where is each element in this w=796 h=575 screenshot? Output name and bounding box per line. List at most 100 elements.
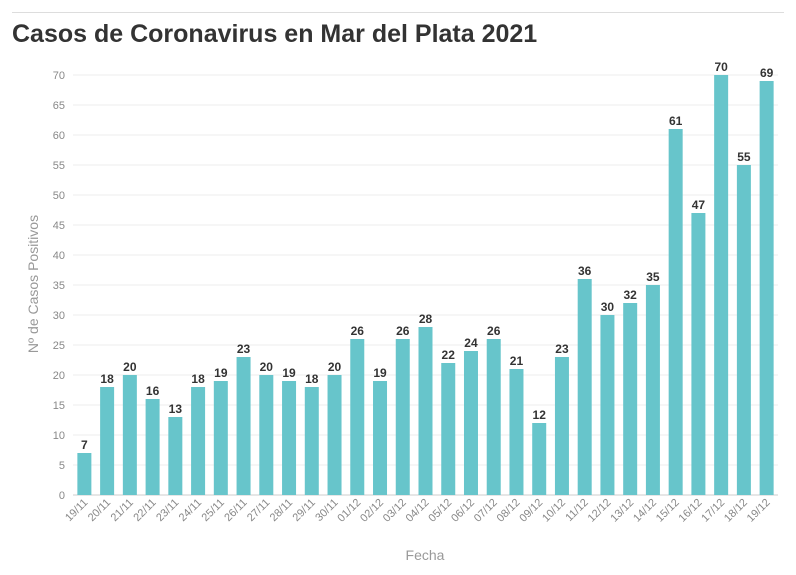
value-label: 19 [214,366,228,380]
bar [304,387,319,495]
value-label: 20 [123,360,137,374]
x-tick-label: 19/12 [745,497,773,525]
bar [327,375,342,495]
bar [259,375,274,495]
x-axis-title: Fecha [406,547,445,563]
bar [213,381,228,495]
bar [441,363,456,495]
value-label: 12 [533,408,547,422]
value-label: 18 [305,372,319,386]
x-tick-label: 05/12 [426,497,454,525]
value-label: 36 [578,264,592,278]
x-tick-label: 07/12 [472,497,500,525]
value-label: 23 [555,342,569,356]
bar [100,387,115,495]
value-label: 61 [669,114,683,128]
bar [509,369,524,495]
bar [532,423,547,495]
gridlines [73,74,778,496]
x-tick-label: 25/11 [200,497,227,524]
x-tick-label: 06/12 [449,497,477,525]
bar [350,339,365,495]
value-label: 69 [760,66,774,80]
value-label: 16 [146,384,160,398]
chart-title: Casos de Coronavirus en Mar del Plata 20… [12,20,538,48]
y-tick-label: 0 [59,490,65,502]
value-label: 20 [260,360,274,374]
y-tick-label: 20 [53,370,65,382]
bar [282,381,297,495]
value-label: 30 [601,300,615,314]
bar [168,417,183,495]
bar [645,285,660,495]
value-label: 26 [396,324,410,338]
bar [373,381,388,495]
bar [486,339,501,495]
x-tick-label: 21/11 [109,497,136,524]
x-tick-label: 09/12 [517,497,545,525]
value-label: 7 [81,438,88,452]
bar [122,375,137,495]
x-tick-label: 10/12 [540,497,568,525]
bar [145,399,160,495]
y-tick-label: 65 [53,100,65,112]
x-tick-label: 16/12 [677,497,705,525]
x-tick-label: 29/11 [291,497,318,524]
value-label: 28 [419,312,433,326]
x-tick-label: 24/11 [177,497,204,524]
bar [463,351,478,495]
value-label: 23 [237,342,251,356]
y-tick-label: 40 [53,250,65,262]
y-tick-label: 35 [53,280,65,292]
bar [577,279,592,495]
x-tick-label: 13/12 [608,497,636,525]
x-tick-label: 23/11 [154,497,181,524]
value-label: 32 [623,288,637,302]
y-tick-label: 30 [53,310,65,322]
value-label: 55 [737,150,751,164]
y-tick-label: 25 [53,340,65,352]
x-tick-label: 12/12 [586,497,614,525]
y-tick-label: 55 [53,160,65,172]
bar [418,327,433,495]
value-label: 47 [692,198,706,212]
y-axis-ticks: 0 5 10 15 20 25 30 35 40 45 50 55 60 65 70 [53,70,65,502]
x-tick-label: 04/12 [404,497,432,525]
x-tick-label: 30/11 [313,497,340,524]
x-axis-ticks: 19/1120/1121/1122/1123/1124/1125/1126/11… [63,497,773,525]
y-tick-label: 15 [53,400,65,412]
x-tick-label: 17/12 [699,497,727,525]
x-tick-label: 28/11 [268,497,295,524]
x-tick-label: 26/11 [222,497,249,524]
value-label: 19 [282,366,296,380]
value-label: 35 [646,270,660,284]
bar [759,81,774,495]
bar [714,75,729,495]
y-tick-label: 10 [53,430,65,442]
value-labels: 7 18 20 16 13 18 19 23 20 19 18 20 26 19 26 28 22 24 26 21 1… [81,60,774,452]
value-label: 13 [169,402,183,416]
bar [691,213,706,495]
bar [600,315,615,495]
value-label: 19 [373,366,387,380]
top-divider [12,12,784,13]
x-tick-label: 02/12 [358,497,386,525]
value-label: 70 [714,60,728,74]
bar [668,129,683,495]
bar [736,165,751,495]
x-tick-label: 20/11 [86,497,113,524]
value-label: 22 [442,348,456,362]
value-label: 18 [100,372,114,386]
x-tick-label: 19/11 [63,497,90,524]
x-tick-label: 15/12 [654,497,682,525]
x-tick-label: 03/12 [381,497,409,525]
x-tick-label: 27/11 [245,497,272,524]
value-label: 26 [487,324,501,338]
bar [395,339,410,495]
x-tick-label: 18/12 [722,497,750,525]
bar [191,387,206,495]
value-label: 26 [351,324,365,338]
x-tick-label: 01/12 [335,497,363,525]
value-label: 18 [191,372,205,386]
y-tick-label: 60 [53,130,65,142]
